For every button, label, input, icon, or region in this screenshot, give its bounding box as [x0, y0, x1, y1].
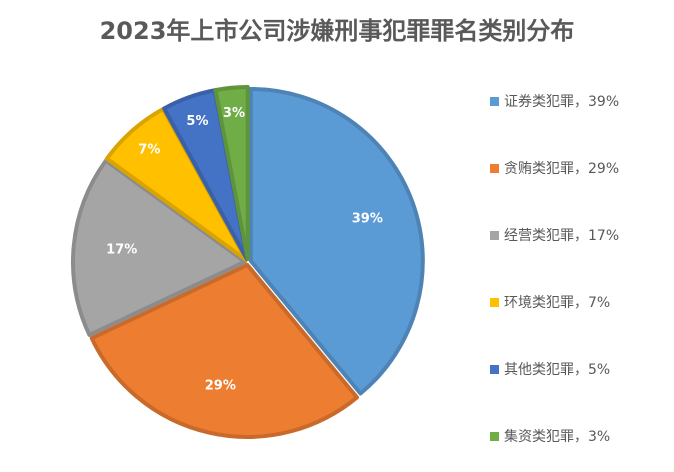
pie-slice [213, 85, 250, 262]
legend-label: 其他类犯罪，5% [504, 362, 610, 378]
legend-swatch [490, 231, 499, 240]
pie-slice [89, 262, 359, 439]
data-label: 39% [352, 212, 383, 227]
legend-label: 集资类犯罪，3% [504, 428, 610, 445]
data-label: 17% [106, 243, 137, 258]
data-label: 5% [186, 114, 208, 129]
legend-swatch [490, 365, 499, 374]
legend-swatch [490, 432, 499, 441]
legend-swatch [490, 97, 499, 106]
data-label: 29% [205, 378, 236, 393]
legend-label: 环境类犯罪，7% [504, 295, 610, 311]
legend-label: 经营类犯罪，17% [504, 228, 619, 244]
legend-label: 证券类犯罪，39% [504, 94, 619, 110]
legend-swatch [490, 164, 499, 173]
pie-slice [71, 158, 248, 337]
pie-slice [248, 86, 425, 396]
data-label: 7% [138, 143, 160, 158]
legend-label: 贪贿类犯罪，29% [504, 161, 619, 177]
chart-title: 2023年上市公司涉嫌刑事犯罪罪名类别分布 [100, 17, 575, 45]
legend-swatch [490, 298, 499, 307]
data-label: 3% [223, 106, 245, 121]
